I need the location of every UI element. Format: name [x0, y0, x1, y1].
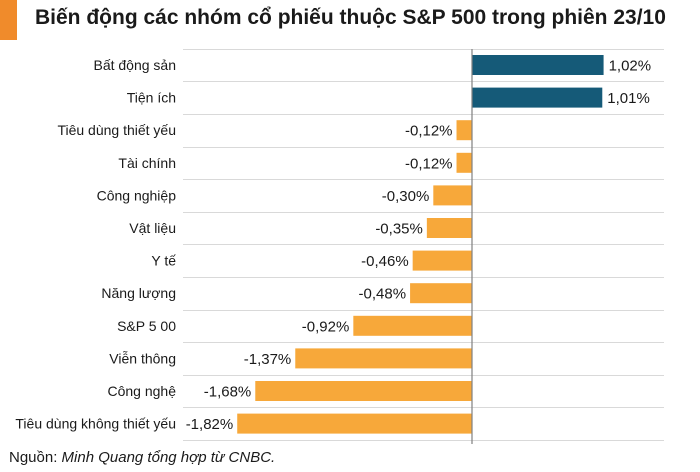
category-label: S&P 5 00 — [117, 318, 176, 334]
category-label: Tài chính — [118, 155, 176, 171]
data-label: -1,37% — [244, 351, 292, 368]
bar — [433, 185, 472, 206]
category-label: Bất động sản — [93, 57, 176, 73]
bar — [472, 55, 604, 75]
bar — [237, 413, 472, 434]
bar — [472, 87, 603, 108]
data-label: -1,68% — [204, 384, 252, 401]
data-label: -0,12% — [405, 123, 453, 140]
category-label: Tiêu dùng không thiết yếu — [15, 416, 176, 432]
bar — [456, 152, 472, 173]
source-label: Nguồn: — [9, 449, 58, 466]
data-label: -0,92% — [302, 318, 350, 335]
bar — [412, 250, 472, 271]
data-label: -0,30% — [382, 188, 430, 205]
category-label: Vật liệu — [129, 220, 176, 236]
data-label: -0,48% — [359, 286, 407, 303]
bar — [426, 218, 472, 238]
chart-title: Biến động các nhóm cổ phiếu thuộc S&P 50… — [35, 6, 666, 29]
data-label: -1,82% — [186, 416, 234, 433]
bar — [456, 120, 472, 141]
bar — [255, 381, 472, 401]
data-label: -0,35% — [375, 221, 423, 238]
category-label: Tiêu dùng thiết yếu — [57, 122, 176, 138]
category-label: Công nghiệp — [97, 187, 177, 203]
data-label: -0,46% — [361, 253, 409, 270]
bar — [353, 315, 472, 336]
category-label: Tiện ích — [127, 90, 176, 106]
source-note: Nguồn: Minh Quang tổng hợp từ CNBC. — [9, 449, 275, 466]
bar — [410, 283, 472, 304]
category-label: Năng lượng — [101, 285, 176, 301]
bar — [295, 348, 472, 369]
category-label: Viễn thông — [109, 350, 176, 366]
title-accent-bar — [0, 0, 17, 40]
data-label: 1,02% — [609, 58, 652, 75]
category-label: Công nghệ — [107, 383, 176, 399]
source-text: Minh Quang tổng hợp từ CNBC. — [61, 449, 276, 466]
category-label: Y tế — [151, 253, 176, 269]
data-label: -0,12% — [405, 155, 453, 172]
data-label: 1,01% — [607, 90, 650, 107]
